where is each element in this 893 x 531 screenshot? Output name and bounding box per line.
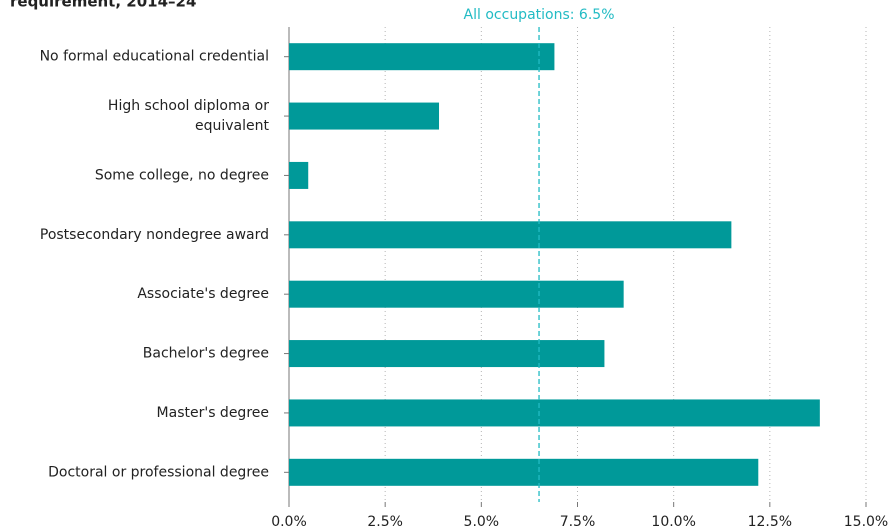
- y-tick-label: Associate's degree: [137, 286, 269, 302]
- y-tick-label: Bachelor's degree: [143, 346, 269, 362]
- x-tick-label: 10.0%: [651, 514, 695, 530]
- chart-title: requirement, 2014–24: [10, 0, 196, 11]
- bar: [289, 340, 605, 368]
- y-tick-label: No formal educational credential: [40, 49, 269, 65]
- y-tick-label: High school diploma or equivalent: [108, 98, 270, 134]
- x-tick-label: 12.5%: [748, 514, 792, 530]
- bar: [289, 458, 759, 486]
- x-tick-label: 0.0%: [271, 514, 307, 530]
- y-tick-label: Master's degree: [157, 405, 269, 421]
- x-tick-label: 5.0%: [464, 514, 500, 530]
- y-tick-label: Doctoral or professional degree: [48, 464, 269, 480]
- x-tick-label: 15.0%: [844, 514, 888, 530]
- bar: [289, 161, 309, 189]
- bar: [289, 102, 440, 130]
- y-tick-label: Some college, no degree: [95, 167, 269, 183]
- y-tick-label: Postsecondary nondegree award: [40, 227, 269, 243]
- reference-label: All occupations: 6.5%: [464, 7, 615, 23]
- x-tick-label: 2.5%: [367, 514, 403, 530]
- bar: [289, 221, 732, 249]
- bar: [289, 43, 555, 71]
- x-tick-label: 7.5%: [560, 514, 596, 530]
- bar: [289, 399, 820, 427]
- bar: [289, 280, 624, 308]
